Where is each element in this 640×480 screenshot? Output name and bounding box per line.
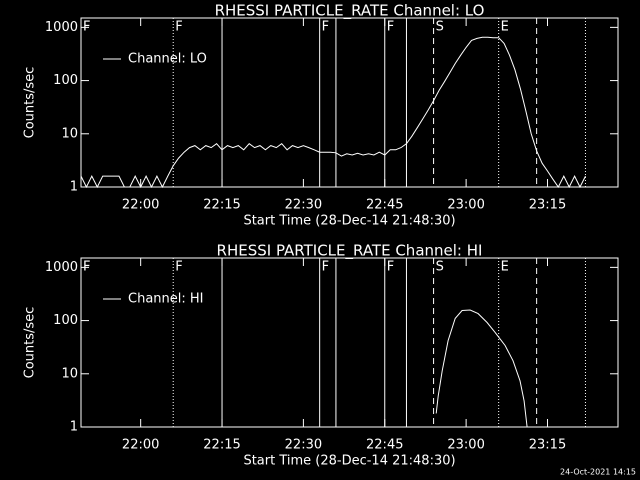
plot-frame	[80, 257, 619, 428]
x-tick-label: 23:15	[529, 438, 566, 453]
x-tick-label: 23:00	[447, 198, 484, 213]
footer: 24-Oct-2021 14:15	[560, 468, 636, 477]
y-tick-label: 1	[70, 420, 78, 435]
y-tick-label: 10	[61, 126, 78, 141]
x-tick-label: 22:30	[285, 438, 322, 453]
y-axis-title: Counts/sec	[23, 307, 38, 379]
event-label: S	[436, 260, 444, 275]
event-label: E	[501, 260, 509, 275]
x-tick-label: 22:00	[122, 438, 159, 453]
event-label: F	[387, 260, 394, 275]
chart-title: RHESSI PARTICLE_RATE Channel: LO	[215, 2, 485, 21]
y-tick-label: 1000	[45, 260, 78, 275]
x-tick-label: 22:45	[366, 438, 403, 453]
x-tick-label: 22:45	[366, 198, 403, 213]
event-label: F	[322, 260, 329, 275]
x-tick-label: 22:15	[203, 438, 240, 453]
x-tick-label: 22:00	[122, 198, 159, 213]
legend-label: Channel: LO	[128, 52, 207, 67]
event-label: F	[175, 20, 182, 35]
x-tick-label: 23:00	[447, 438, 484, 453]
event-label: E	[501, 20, 509, 35]
x-axis-title: Start Time (28-Dec-14 21:48:30)	[243, 454, 455, 469]
plot-frame	[80, 17, 619, 188]
event-label: F	[83, 20, 90, 35]
x-tick-label: 22:15	[203, 198, 240, 213]
y-tick-label: 10	[61, 366, 78, 381]
event-label: F	[175, 260, 182, 275]
data-line	[80, 36, 586, 189]
event-label: F	[83, 260, 90, 275]
data-line	[435, 309, 528, 428]
y-tick-label: 100	[53, 313, 78, 328]
y-tick-label: 100	[53, 73, 78, 88]
y-axis-title: Counts/sec	[23, 67, 38, 139]
chart-title: RHESSI PARTICLE_RATE Channel: HI	[217, 242, 483, 261]
x-tick-label: 23:15	[529, 198, 566, 213]
x-axis-title: Start Time (28-Dec-14 21:48:30)	[243, 214, 455, 229]
x-tick-label: 22:30	[285, 198, 322, 213]
y-tick-label: 1000	[45, 20, 78, 35]
legend-label: Channel: HI	[128, 292, 204, 307]
event-label: F	[387, 20, 394, 35]
event-label: S	[436, 20, 444, 35]
y-tick-label: 1	[70, 180, 78, 195]
event-label: F	[322, 20, 329, 35]
